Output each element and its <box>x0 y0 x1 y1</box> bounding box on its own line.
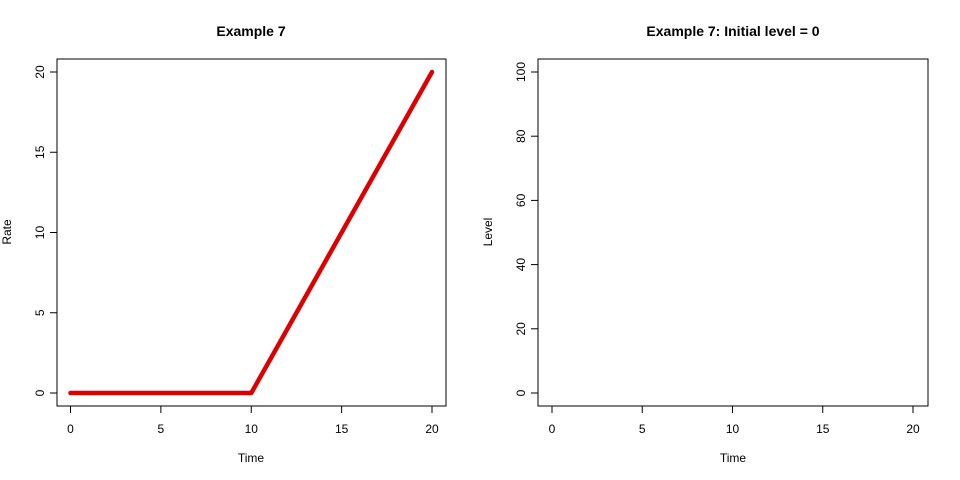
y-tick-label: 5 <box>33 309 47 316</box>
x-tick-label: 5 <box>158 422 165 436</box>
chart-rate: Example 7 Time Rate 0 5 10 15 20 0 5 10 15 20 <box>0 23 447 465</box>
series-group <box>68 69 435 396</box>
y-axis-label: Level <box>481 218 495 247</box>
x-axis-label: Time <box>238 451 265 465</box>
y-tick-label: 20 <box>33 65 47 79</box>
y-tick-label: 100 <box>514 62 528 82</box>
plot-frame <box>56 58 447 407</box>
x-tick-label: 10 <box>726 422 740 436</box>
x-tick-label: 0 <box>67 422 74 436</box>
chart-level: Example 7: Initial level = 0 Time Level … <box>481 23 929 465</box>
x-tick-label: 5 <box>639 422 646 436</box>
x-tick-label: 15 <box>816 422 830 436</box>
y-axis-label: Rate <box>0 219 14 245</box>
y-tick-label: 10 <box>33 226 47 240</box>
x-tick-label: 20 <box>425 422 439 436</box>
y-tick-label: 40 <box>514 258 528 272</box>
x-tick-label: 10 <box>245 422 259 436</box>
y-tick-label: 80 <box>514 129 528 143</box>
chart-title: Example 7 <box>216 23 285 39</box>
tick-group: 0 5 10 15 20 0 5 10 15 20 <box>33 65 439 436</box>
y-tick-label: 0 <box>33 389 47 396</box>
plot-frame <box>537 58 929 407</box>
chart-title: Example 7: Initial level = 0 <box>646 23 819 39</box>
tick-group: 0 5 10 15 20 0 20 40 60 80 100 <box>514 62 920 436</box>
x-tick-label: 0 <box>549 422 556 436</box>
series-line <box>68 69 435 396</box>
y-tick-label: 0 <box>514 389 528 396</box>
x-axis-label: Time <box>720 451 747 465</box>
x-tick-label: 20 <box>906 422 920 436</box>
x-tick-label: 15 <box>335 422 349 436</box>
y-tick-label: 20 <box>514 322 528 336</box>
y-tick-label: 15 <box>33 145 47 159</box>
y-tick-label: 60 <box>514 193 528 207</box>
